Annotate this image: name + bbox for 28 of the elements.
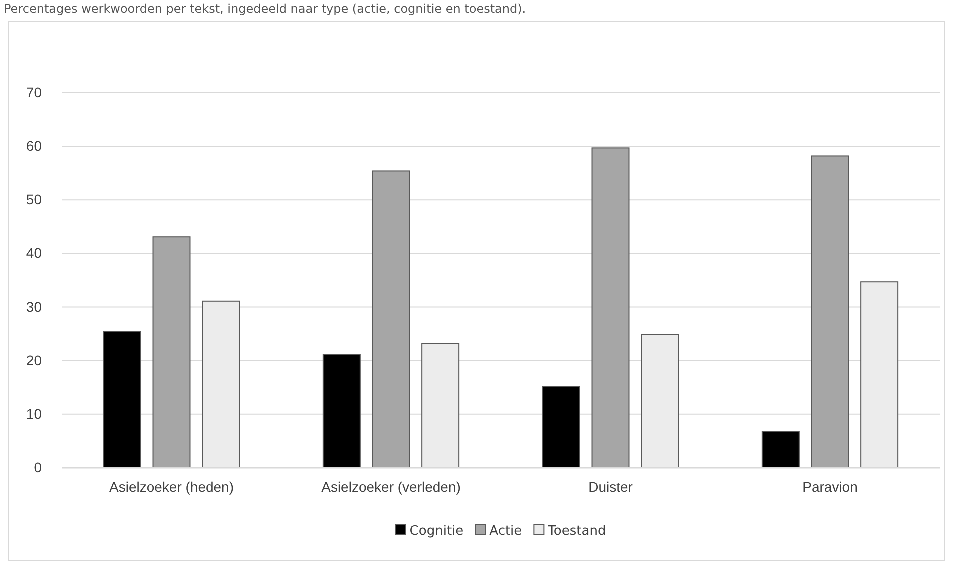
legend-label: Toestand bbox=[547, 524, 606, 539]
y-tick-label: 50 bbox=[26, 192, 42, 208]
bar bbox=[762, 431, 800, 468]
bar bbox=[641, 334, 680, 468]
bar bbox=[202, 300, 240, 468]
bar bbox=[372, 170, 410, 468]
bar bbox=[152, 236, 191, 468]
bar bbox=[811, 156, 850, 468]
y-tick-label: 70 bbox=[26, 84, 42, 100]
y-tick-label: 0 bbox=[34, 459, 42, 476]
bar bbox=[592, 148, 630, 468]
legend-label: Actie bbox=[490, 524, 522, 539]
bar bbox=[103, 331, 142, 468]
y-tick-label: 10 bbox=[26, 406, 42, 422]
chart-title: Percentages werkwoorden per tekst, ingedeeld naar type (actie, cognitie en toestand). bbox=[4, 2, 526, 16]
y-tick-label: 40 bbox=[26, 245, 42, 262]
x-tick-label: Asielzoeker (verleden) bbox=[322, 478, 461, 495]
y-tick-label: 30 bbox=[26, 298, 42, 315]
x-tick-label: Duister bbox=[588, 478, 634, 495]
bar bbox=[422, 343, 460, 468]
bar bbox=[322, 354, 361, 468]
y-tick-label: 60 bbox=[26, 138, 42, 154]
x-tick-label: Paravion bbox=[802, 478, 858, 495]
legend-label: Cognitie bbox=[410, 524, 464, 539]
x-tick-label: Asielzoeker (heden) bbox=[109, 478, 234, 495]
y-tick-label: 20 bbox=[26, 352, 42, 368]
bar bbox=[860, 282, 899, 468]
bar bbox=[542, 386, 580, 468]
